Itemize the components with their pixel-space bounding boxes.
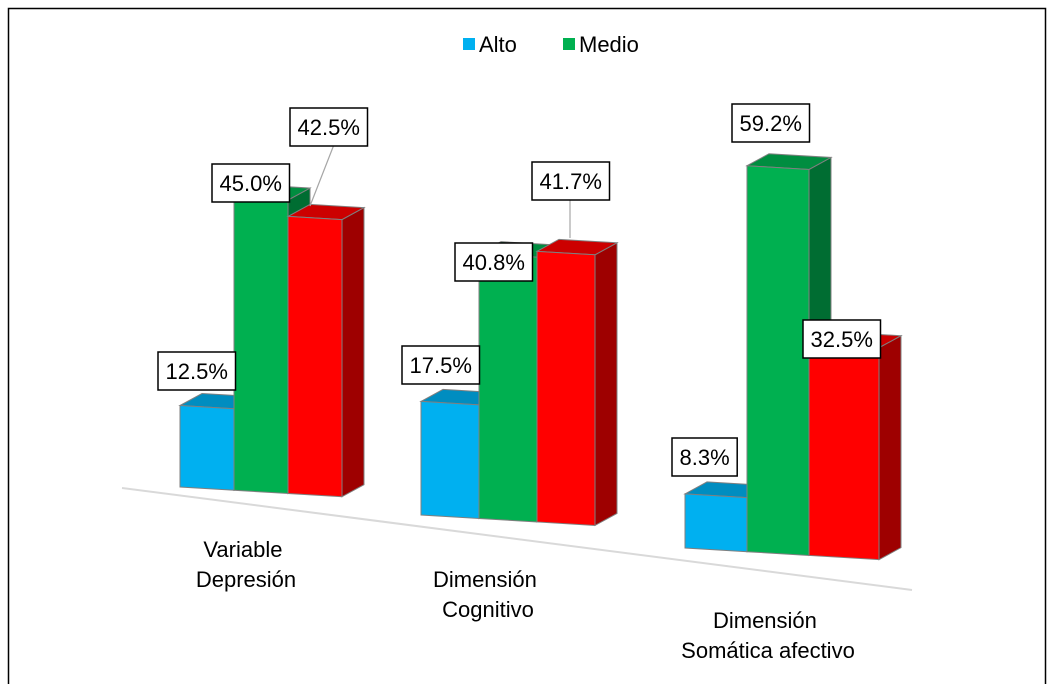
data-label-box [401,345,481,385]
data-label: 40.8% [454,242,534,282]
bars [178,153,903,561]
bar-front [808,343,880,561]
data-label: 59.2% [731,103,811,143]
bar-series-3-1 [286,203,366,498]
data-label: 32.5% [802,319,882,359]
category-label-line: Cognitivo [442,597,534,622]
data-label-box [289,107,369,147]
bar-side [878,334,902,561]
category-label-dimension-somatica-afectivo: Dimensión Somática afectivo [681,608,855,663]
bar-front [287,215,343,498]
bar-side [341,206,365,498]
data-label-box [671,437,738,477]
legend-item-alto: Alto [463,32,517,57]
data-label: 17.5% [401,345,481,385]
category-label-line: Variable [203,537,282,562]
data-label-text: 42.5% [298,115,360,140]
leader-lines [309,141,571,238]
bar-front [536,250,596,526]
legend: Alto Medio [463,32,639,57]
bar-front [684,493,748,553]
data-label-text: 40.8% [463,250,525,275]
legend-swatch-alto [463,38,475,50]
data-label-box [211,163,291,203]
legend-swatch-medio [563,38,575,50]
data-label-box [531,161,611,201]
data-label: 41.7% [531,161,611,201]
data-label-box [157,351,237,391]
data-label: 8.3% [671,437,738,477]
bar-series-3-2 [535,238,619,527]
legend-label-medio: Medio [579,32,639,57]
category-label-line: Somática afectivo [681,638,855,663]
bar-front [233,196,289,495]
data-label-text: 17.5% [410,353,472,378]
category-labels: Variable Depresión Dimensión Cognitivo D… [196,537,855,663]
leader-line [309,141,336,207]
bar-front [746,165,810,556]
bar-front [478,253,538,523]
data-label: 12.5% [157,351,237,391]
bar-front [420,400,480,520]
data-label-box [731,103,811,143]
data-label-text: 12.5% [166,359,228,384]
bar-front [179,404,235,491]
category-label-variable-depresion: Variable Depresión [196,537,296,592]
data-label-box [454,242,534,282]
bar-side [594,241,618,527]
data-label-text: 32.5% [811,327,873,352]
legend-item-medio: Medio [563,32,639,57]
data-label-text: 59.2% [740,111,802,136]
data-label-text: 41.7% [540,169,602,194]
data-labels: 12.5% 45.0% 42.5% 17.5% 40.8% 41.7% 8.3% 59.2% 3… [157,103,882,477]
floor-line [121,487,913,591]
category-label-line: Dimensión [713,608,817,633]
category-label-line: Depresión [196,567,296,592]
category-label-line: Dimensión [433,567,537,592]
bar-series-3-3 [807,331,903,561]
legend-label-alto: Alto [479,32,517,57]
data-label: 45.0% [211,163,291,203]
data-label: 42.5% [289,107,369,147]
category-label-dimension-cognitivo: Dimensión Cognitivo [433,567,543,622]
data-label-text: 8.3% [680,445,730,470]
data-label-box [802,319,882,359]
data-label-text: 45.0% [220,171,282,196]
